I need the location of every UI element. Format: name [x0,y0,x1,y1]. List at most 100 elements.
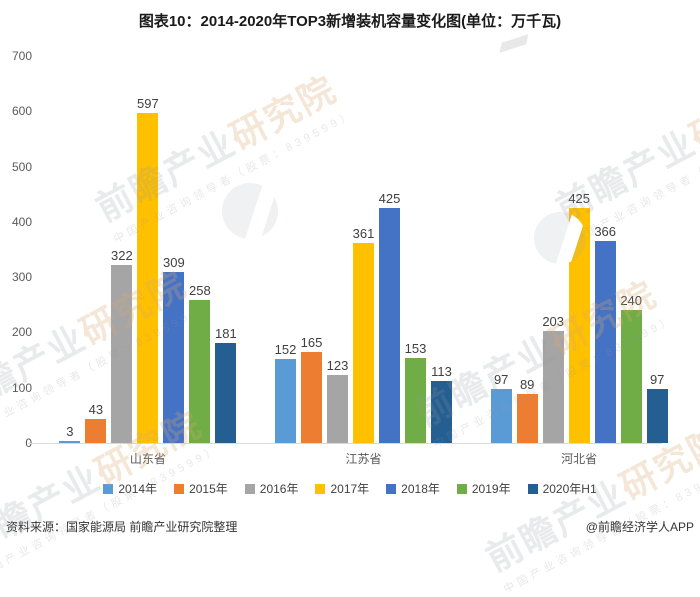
bar [490,389,512,443]
chart-title: 图表10：2014-2020年TOP3新增装机容量变化图(单位：万千瓦) [138,13,562,30]
bar-column: 153 [405,341,426,443]
bar [137,112,159,443]
legend-swatch [456,483,467,494]
legend-swatch [315,483,326,494]
y-axis-tick-label: 600 [11,104,32,119]
bar-value-label: 322 [110,247,133,263]
bar [189,300,211,443]
bar-column: 3 [59,424,81,443]
category-label: 山东省 [129,452,166,466]
category-label: 江苏省 [345,452,382,466]
bar-value-label: 165 [300,334,323,350]
legend-item: 2018年 [386,480,440,497]
bar [111,264,133,443]
bar [646,389,668,443]
bar-column: 97 [646,372,668,443]
bar-value-label: 181 [214,325,237,341]
bar-value-label: 240 [620,293,643,309]
legend-label: 2017年 [330,482,370,496]
bar [59,441,81,443]
bar-value-label: 597 [136,95,159,111]
bar-value-label: 3 [66,424,74,440]
bar-column: 240 [620,293,643,443]
bar-row: 152 165 123 361 425 153 113 [256,56,472,443]
category-label: 河北省 [561,452,598,466]
bar [431,380,452,443]
legend-item: 2017年 [315,480,369,497]
bar-value-label: 425 [378,191,401,207]
legend-label: 2019年 [471,482,511,496]
bar-column: 203 [542,314,564,443]
bar-column: 425 [379,191,400,443]
y-axis-tick-label: 200 [11,325,32,340]
legend-label: 2020年H1 [542,482,597,496]
bar-value-label: 425 [568,191,591,207]
bar [301,351,322,443]
legend-item: 2019年 [456,480,511,497]
bar [568,208,590,443]
legend-item: 2014年 [103,480,157,497]
bar-column: 322 [110,247,133,443]
bar-value-label: 366 [594,223,617,239]
legend-swatch [527,483,538,494]
y-axis-tick-label: 100 [11,380,32,395]
bar-value-label: 43 [88,402,104,418]
legend-label: 2015年 [189,482,228,496]
bar-column: 123 [327,358,348,443]
bar-column: 258 [188,283,211,443]
bar [215,342,237,443]
bar-value-label: 113 [431,363,452,379]
legend-item: 2015年 [174,480,228,497]
bar [85,419,107,443]
bar-column: 89 [516,377,538,443]
y-axis: 0100200300400500600700 [0,0,32,547]
legend-label: 2018年 [401,482,440,496]
footer: 资料来源：国家能源局 前瞻产业研究院整理 @前瞻经济学人APP [0,518,700,535]
bar-value-label: 153 [404,341,427,357]
bar-column: 97 [490,372,512,443]
bar-value-label: 258 [188,283,211,299]
bar-value-label: 361 [352,226,375,242]
bar-column: 165 [301,335,322,443]
bar-column: 425 [568,191,591,443]
legend-item: 2016年 [244,480,299,497]
bar-column: 597 [136,95,159,443]
bar-group: 3 43 322 597 309 258 181 山东省 [40,56,256,466]
y-axis-tick-label: 400 [11,214,32,229]
bar-column: 361 [353,226,374,443]
bar-value-label: 97 [649,372,665,388]
legend-label: 2016年 [259,482,299,496]
bar-column: 43 [85,402,107,443]
bar [542,330,564,443]
bar [379,208,400,443]
bar-row: 97 89 203 425 366 240 97 [471,56,687,443]
plot-area: 3 43 322 597 309 258 181 山东省 152 165 123 361 425 153 1… [40,56,687,466]
bar [516,393,538,443]
bar [353,243,374,443]
bar-value-label: 309 [162,255,185,271]
bar-group: 152 165 123 361 425 153 113 江苏省 [256,56,472,466]
bar [620,310,642,443]
bar [405,358,426,443]
bar-column: 309 [162,255,185,443]
bar-value-label: 152 [274,341,297,357]
legend-swatch [174,483,185,494]
bar [327,375,348,443]
legend-label: 2014年 [118,482,158,496]
legend: 2014年 2015年 2016年 2017年 2018年 2019年 2020年H1 [0,480,700,497]
bar-value-label: 97 [493,372,509,388]
y-axis-tick-label: 500 [11,159,32,174]
bar-group: 97 89 203 425 366 240 97 河北省 [471,56,687,466]
decoration-swoosh [499,34,529,53]
legend-item: 2020年H1 [527,480,597,497]
y-axis-tick-label: 700 [11,49,32,63]
bar [275,358,296,443]
legend-swatch [103,483,114,494]
bar-column: 152 [275,342,296,443]
bar [163,272,185,443]
bar-column: 181 [214,325,237,443]
source-note: 资料来源：国家能源局 前瞻产业研究院整理 [6,520,238,534]
legend-swatch [386,483,397,494]
x-axis-baseline [28,443,662,444]
